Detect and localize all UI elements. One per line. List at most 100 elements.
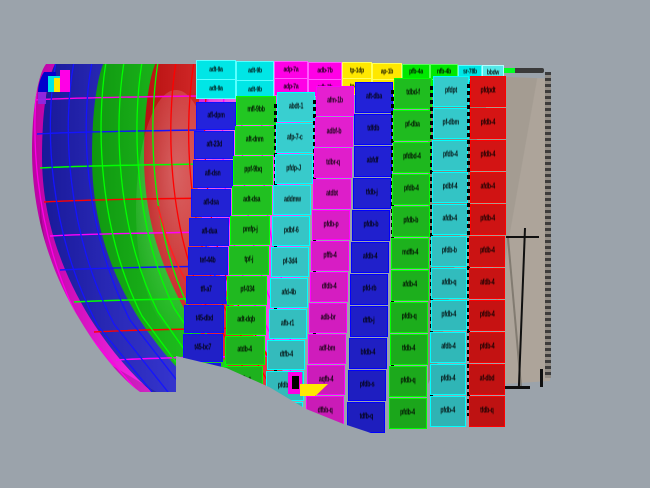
- top-band-cell: adp-7a: [274, 78, 308, 97]
- element-cell: afdb-4: [469, 268, 506, 299]
- element-tag: adt-dqb: [237, 315, 255, 325]
- element-tag: adf-bm: [319, 344, 336, 354]
- element-tag: tp-1dp: [349, 66, 365, 76]
- element-tag: ppf-9bq: [244, 165, 262, 175]
- element-cell: afb-r1: [268, 309, 307, 339]
- element-tag: afl-dsa: [203, 198, 219, 208]
- element-tag: afp-7-c: [287, 133, 303, 143]
- element-cell: adt-dqb: [226, 306, 266, 335]
- element-tag: afb-r1: [280, 319, 295, 329]
- element-cell: aft-dnm: [234, 126, 275, 155]
- element-tag: addmw: [283, 195, 301, 205]
- element-cell: pfdb-q: [390, 302, 429, 333]
- element-cell: aft-dba: [355, 82, 393, 113]
- element-tag: tfdb-q: [480, 406, 494, 416]
- element-tag: bbdw: [486, 68, 500, 78]
- element-cell: pfdb-4: [469, 140, 506, 171]
- element-cell: bfdb-4: [348, 338, 387, 369]
- element-tag: aft-dnm: [245, 135, 264, 145]
- element-tag: dfdb-4: [321, 282, 337, 292]
- element-cell: afd-4b: [269, 278, 308, 308]
- element-cell: afl-dsa: [191, 189, 231, 217]
- element-cell: dtfb-j: [349, 306, 388, 337]
- element-tag: pfdb-4: [480, 246, 495, 256]
- element-tag: afl-dpm: [207, 111, 225, 121]
- element-tag: adt-dsa: [243, 195, 261, 205]
- element-tag: adt-9a: [209, 65, 223, 75]
- element-tag: tfl-a7: [200, 285, 212, 295]
- top-band-cell: adt-9a: [196, 79, 236, 99]
- element-cell: pfdb-4: [432, 140, 469, 171]
- element-cell: af-dbd: [469, 364, 505, 395]
- element-tag: pf-3d4: [282, 257, 298, 267]
- element-cell: afdb-4: [351, 242, 390, 273]
- element-cell: pf-dbm: [432, 108, 469, 139]
- element-cell: afdb-4: [390, 270, 429, 301]
- top-band-cell: tp-1dp: [342, 62, 372, 80]
- element-cell: pfdb-4: [392, 174, 431, 205]
- element-tag: tfdb-j: [365, 188, 378, 198]
- element-tag: bfdb-4: [360, 348, 376, 358]
- element-tag: pfb-4a: [409, 67, 423, 77]
- element-cell: pfdb-4: [469, 108, 506, 139]
- element-tag: tef-44b: [199, 256, 216, 266]
- element-tag: adt-9b: [248, 66, 262, 76]
- element-tag: pfdb-4: [400, 408, 415, 418]
- element-cell: addmw: [273, 185, 312, 215]
- band-blue: [42, 64, 206, 392]
- element-cell: pdbf-4: [432, 172, 468, 203]
- element-cell: atdb-4: [224, 336, 265, 365]
- element-tag: pfdb-b: [403, 216, 419, 226]
- element-tag: pfdpdt: [480, 86, 496, 96]
- element-cell: pfdb-4: [469, 236, 506, 267]
- element-tag: afdb-4: [480, 278, 495, 288]
- element-tag: sr-78b: [463, 67, 477, 77]
- element-tag: tpf-j: [244, 255, 254, 265]
- element-tag: dtfb-j: [362, 316, 375, 326]
- element-cell: tfl-a7: [186, 276, 227, 304]
- element-cell: mdfb-4: [391, 238, 430, 269]
- element-cell: abfdf: [353, 146, 392, 177]
- element-tag: pdbf-4: [442, 182, 458, 192]
- element-tag: dtfb-4: [279, 350, 293, 360]
- element-tag: tdbd-f: [406, 88, 420, 98]
- element-tag: pfdb-4: [441, 310, 457, 320]
- element-cell: afl-dpm: [196, 102, 236, 130]
- element-cell: pfdb-b: [351, 210, 390, 241]
- element-cell: dfdb-4: [310, 272, 349, 302]
- element-cell: tdbr-q: [314, 148, 352, 178]
- element-tag: adp-7a: [283, 82, 299, 92]
- element-cell: afdb-4: [430, 332, 467, 363]
- datum-axis-horizontal: [506, 236, 539, 238]
- element-tag: afl-dsn: [204, 169, 221, 179]
- top-left-accents: [38, 70, 70, 104]
- element-tag: af-dbd: [479, 374, 495, 384]
- element-cell: tef-44b: [187, 247, 228, 275]
- top-band-cell: adt-9b: [236, 79, 274, 100]
- element-tag: afdb-4: [362, 252, 378, 262]
- element-tag: tdbr-q: [326, 158, 340, 168]
- element-cell: afdb-4: [469, 172, 506, 203]
- element-cell: pfdb-b: [431, 236, 468, 267]
- element-seam: [467, 84, 470, 416]
- element-tag: tdfb-q: [359, 412, 374, 422]
- element-cell: adt-dsa: [231, 186, 272, 215]
- element-cell: t45-bc7: [182, 334, 223, 362]
- element-cell: adbf-b: [315, 117, 353, 147]
- element-cell: afdb-4: [431, 204, 468, 235]
- element-tag: ap-1b: [380, 67, 394, 76]
- element-cell: tdbd-f: [394, 78, 432, 109]
- element-cell: afdb-q: [431, 268, 467, 299]
- element-tag: adbf-b: [326, 127, 342, 137]
- element-tag: pfdbd-4: [403, 152, 421, 162]
- element-cell: pffb-4: [311, 241, 349, 271]
- element-tag: atdbt: [326, 189, 338, 199]
- element-cell: pfdb-b: [391, 206, 430, 237]
- element-cell: pdbf-6: [272, 216, 311, 246]
- element-tag: adp-7a: [283, 65, 299, 75]
- element-cell: pfd-rb: [350, 274, 389, 305]
- element-cell: tfdb-j: [352, 178, 391, 209]
- element-cell: pfdb-4: [388, 398, 427, 429]
- element-tag: afdb-4: [441, 342, 456, 352]
- element-tag: aft-dba: [366, 92, 382, 102]
